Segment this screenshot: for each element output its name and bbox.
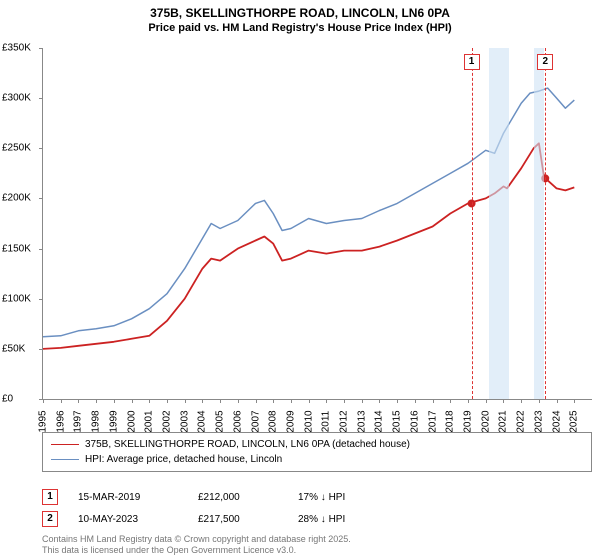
x-axis-label: 2011 xyxy=(321,411,332,433)
footer: Contains HM Land Registry data © Crown c… xyxy=(42,534,351,556)
legend-row-hpi: HPI: Average price, detached house, Linc… xyxy=(51,452,583,467)
x-axis-label: 2020 xyxy=(480,410,491,432)
sale-record-date: 10-MAY-2023 xyxy=(78,514,178,525)
chart-title-1: 375B, SKELLINGTHORPE ROAD, LINCOLN, LN6 … xyxy=(0,0,600,22)
x-axis-label: 2021 xyxy=(498,410,509,432)
x-axis-label: 2007 xyxy=(250,410,261,432)
x-axis-label: 2018 xyxy=(445,410,456,432)
chart-container: 375B, SKELLINGTHORPE ROAD, LINCOLN, LN6 … xyxy=(0,0,600,560)
x-axis-label: 2016 xyxy=(409,410,420,432)
legend: 375B, SKELLINGTHORPE ROAD, LINCOLN, LN6 … xyxy=(42,432,592,472)
sale-record-marker: 2 xyxy=(42,511,58,527)
x-axis-label: 2024 xyxy=(551,410,562,432)
x-axis-label: 2002 xyxy=(161,410,172,432)
chart-title-2: Price paid vs. HM Land Registry's House … xyxy=(0,22,600,39)
sale-marker-line xyxy=(545,48,546,399)
x-axis-label: 1995 xyxy=(38,410,49,432)
y-axis-label: £100K xyxy=(2,293,31,304)
x-axis-label: 2003 xyxy=(179,410,190,432)
x-axis-label: 2014 xyxy=(374,410,385,432)
legend-swatch-property xyxy=(51,444,79,446)
x-axis-label: 1998 xyxy=(91,410,102,432)
x-axis-label: 2022 xyxy=(516,410,527,432)
sale-record-row: 1 15-MAR-2019 £212,000 17% ↓ HPI xyxy=(42,486,592,508)
y-axis-label: £150K xyxy=(2,243,31,254)
x-axis-label: 2004 xyxy=(197,410,208,432)
x-axis-label: 2000 xyxy=(126,410,137,432)
x-axis-label: 1996 xyxy=(55,410,66,432)
x-axis-label: 2013 xyxy=(356,410,367,432)
x-axis-label: 2017 xyxy=(427,410,438,432)
legend-row-property: 375B, SKELLINGTHORPE ROAD, LINCOLN, LN6 … xyxy=(51,437,583,452)
footer-line-2: This data is licensed under the Open Gov… xyxy=(42,545,351,556)
footer-line-1: Contains HM Land Registry data © Crown c… xyxy=(42,534,351,545)
x-axis-label: 2010 xyxy=(303,410,314,432)
y-axis-label: £350K xyxy=(2,43,31,54)
sale-record-price: £212,000 xyxy=(198,492,278,503)
plot-area: 1995199619971998199920002001200220032004… xyxy=(42,48,592,400)
y-axis-label: £50K xyxy=(2,343,25,354)
x-axis-label: 2009 xyxy=(285,410,296,432)
sale-record-pct: 28% ↓ HPI xyxy=(298,514,398,525)
y-axis-label: £0 xyxy=(2,394,13,405)
y-axis-label: £250K xyxy=(2,143,31,154)
x-axis-label: 2015 xyxy=(392,410,403,432)
sale-record-pct: 17% ↓ HPI xyxy=(298,492,398,503)
sale-marker-line xyxy=(472,48,473,399)
x-axis-label: 2025 xyxy=(569,410,580,432)
y-axis-label: £300K xyxy=(2,93,31,104)
x-axis-label: 2005 xyxy=(215,410,226,432)
x-axis-label: 2008 xyxy=(268,410,279,432)
sale-record-row: 2 10-MAY-2023 £217,500 28% ↓ HPI xyxy=(42,508,592,530)
sale-record-date: 15-MAR-2019 xyxy=(78,492,178,503)
highlight-band xyxy=(489,48,508,399)
legend-label-property: 375B, SKELLINGTHORPE ROAD, LINCOLN, LN6 … xyxy=(85,439,410,450)
x-axis-label: 1997 xyxy=(73,410,84,432)
highlight-band xyxy=(534,48,545,399)
x-axis-label: 2023 xyxy=(533,410,544,432)
legend-swatch-hpi xyxy=(51,459,79,461)
x-axis-label: 2019 xyxy=(463,410,474,432)
sale-marker-annotation: 1 xyxy=(464,54,480,70)
x-axis-label: 2012 xyxy=(339,410,350,432)
sale-record-price: £217,500 xyxy=(198,514,278,525)
sale-records: 1 15-MAR-2019 £212,000 17% ↓ HPI 2 10-MAY-202… xyxy=(42,486,592,530)
chart-lines xyxy=(43,48,592,399)
x-axis-label: 2006 xyxy=(232,410,243,432)
sale-marker-annotation: 2 xyxy=(537,54,553,70)
sale-record-marker: 1 xyxy=(42,489,58,505)
x-axis-label: 2001 xyxy=(144,410,155,432)
y-axis-label: £200K xyxy=(2,193,31,204)
legend-label-hpi: HPI: Average price, detached house, Linc… xyxy=(85,454,282,465)
x-axis-label: 1999 xyxy=(108,410,119,432)
